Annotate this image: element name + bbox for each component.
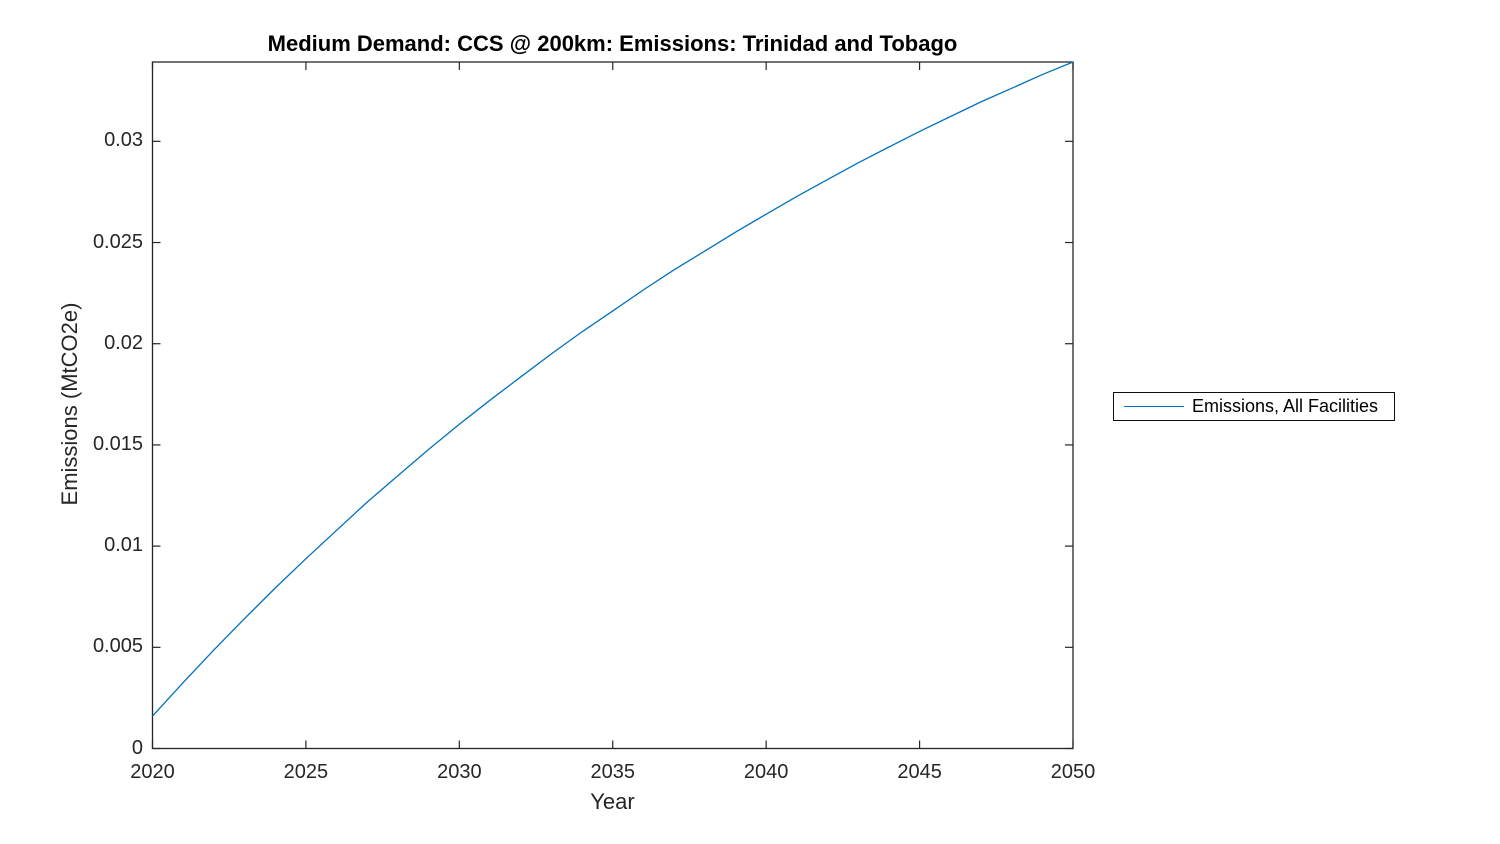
x-axis-label: Year	[590, 789, 635, 814]
y-tick-label: 0.015	[92, 432, 143, 455]
x-tick-label: 2020	[130, 761, 175, 783]
legend-entry-label: Emissions, All Facilities	[1192, 396, 1379, 416]
x-tick-label: 2045	[897, 761, 942, 783]
x-tick-label: 2035	[590, 761, 636, 783]
x-tick-label: 2050	[1050, 761, 1096, 783]
y-tick-label: 0.005	[92, 635, 143, 658]
chart-title: Medium Demand: CCS @ 200km: Emissions: T…	[267, 31, 958, 56]
legend: Emissions, All Facilities	[1113, 392, 1395, 421]
y-tick-label: 0.02	[104, 331, 143, 354]
legend-line-sample	[1124, 406, 1184, 407]
x-tick-label: 2025	[283, 761, 329, 783]
x-tick-label: 2040	[743, 761, 789, 783]
x-tick-label: 2030	[437, 761, 482, 783]
y-axis-label: Emissions (MtCO2e)	[57, 302, 82, 506]
series-line	[152, 61, 1074, 717]
axes-frame	[151, 61, 1074, 750]
y-tick-label: 0.03	[104, 129, 143, 152]
y-tick-label: 0.01	[104, 534, 143, 557]
y-tick-label: 0	[131, 736, 143, 759]
y-tick-label: 0.025	[92, 230, 143, 253]
